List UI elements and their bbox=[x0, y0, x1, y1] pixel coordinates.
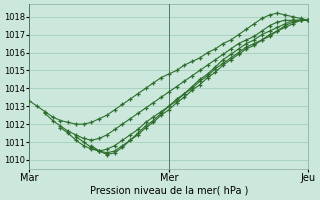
X-axis label: Pression niveau de la mer( hPa ): Pression niveau de la mer( hPa ) bbox=[90, 186, 248, 196]
